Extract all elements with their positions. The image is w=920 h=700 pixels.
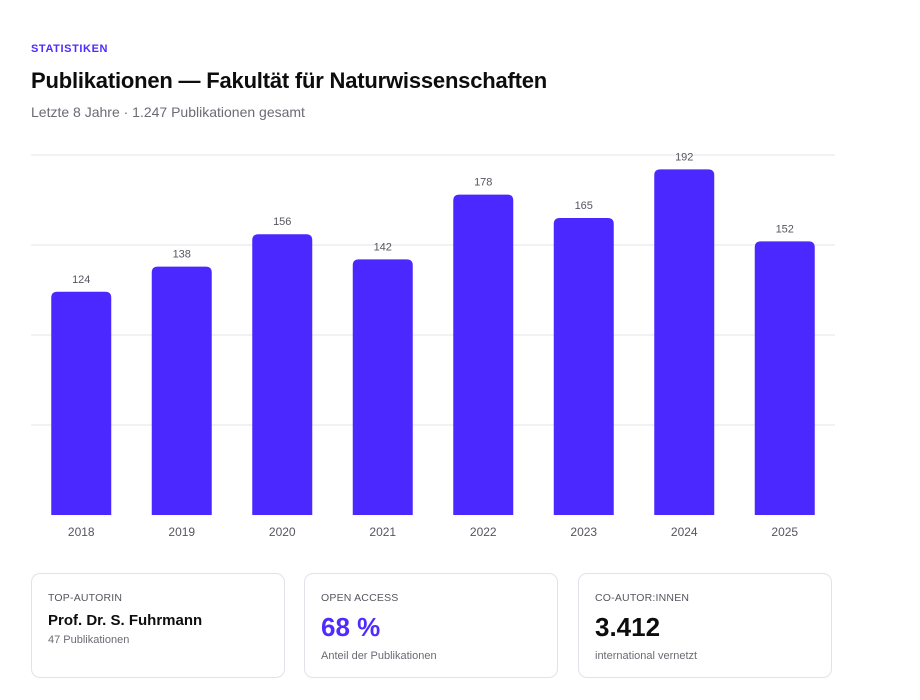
- x-tick-label: 2023: [570, 525, 597, 539]
- bar-2018: [51, 291, 112, 515]
- x-tick-label: 2019: [168, 525, 195, 539]
- value-labels: 124 138 156 142 178 165 192 152: [72, 151, 794, 285]
- x-tick-label: 2020: [269, 525, 296, 539]
- x-tick-label: 2018: [68, 525, 95, 539]
- card-coauthors: CO-AUTOR:INNEN 3.412 international verne…: [578, 573, 832, 678]
- value-label-2023: 165: [575, 200, 593, 212]
- coauthors-caption: international vernetzt: [595, 650, 698, 662]
- bar-2022: [453, 194, 514, 515]
- x-tick-label: 2022: [470, 525, 497, 539]
- value-label-2025: 152: [776, 223, 794, 235]
- x-tick-label: 2021: [369, 525, 396, 539]
- value-label-2018: 124: [72, 274, 90, 286]
- value-label-2022: 178: [474, 177, 492, 189]
- page-subtitle: Letzte 8 Jahre · 1.247 Publikationen ges…: [31, 104, 305, 120]
- bar-2024: [654, 169, 715, 515]
- card-label: CO-AUTOR:INNEN: [595, 592, 690, 604]
- bar-2019: [151, 266, 212, 515]
- bar-chart: 124 138 156 142 178 165 192 152 2018 2019 2020 202…: [31, 151, 835, 539]
- card-open-access: OPEN ACCESS 68 % Anteil der Publikatione…: [304, 573, 558, 678]
- bars: [51, 169, 815, 515]
- coauthors-value: 3.412: [595, 612, 661, 642]
- bar-2023: [553, 218, 614, 515]
- value-label-2021: 142: [374, 241, 392, 253]
- value-label-2024: 192: [675, 151, 693, 163]
- top-author-count: 47 Publikationen: [48, 634, 130, 646]
- open-access-caption: Anteil der Publikationen: [321, 650, 437, 662]
- top-author-name: Prof. Dr. S. Fuhrmann: [48, 612, 203, 629]
- x-tick-label: 2025: [771, 525, 798, 539]
- value-label-2020: 156: [273, 216, 291, 228]
- bar-2020: [252, 234, 313, 515]
- x-axis-ticks: 2018 2019 2020 2021 2022 2023 2024 2025: [68, 525, 799, 539]
- bar-2021: [352, 259, 413, 515]
- x-tick-label: 2024: [671, 525, 698, 539]
- value-label-2019: 138: [173, 249, 191, 261]
- bar-2025: [754, 241, 815, 515]
- stat-cards: TOP-AUTORIN Prof. Dr. S. Fuhrmann 47 Pub…: [31, 573, 835, 680]
- open-access-value: 68 %: [321, 612, 381, 642]
- card-label: TOP-AUTORIN: [48, 592, 123, 604]
- grid-lines: [31, 154, 835, 426]
- card-top-author: TOP-AUTORIN Prof. Dr. S. Fuhrmann 47 Pub…: [31, 573, 285, 678]
- section-eyebrow: STATISTIKEN: [31, 43, 109, 55]
- card-label: OPEN ACCESS: [321, 592, 399, 604]
- page-title: Publikationen — Fakultät für Naturwissen…: [31, 68, 548, 93]
